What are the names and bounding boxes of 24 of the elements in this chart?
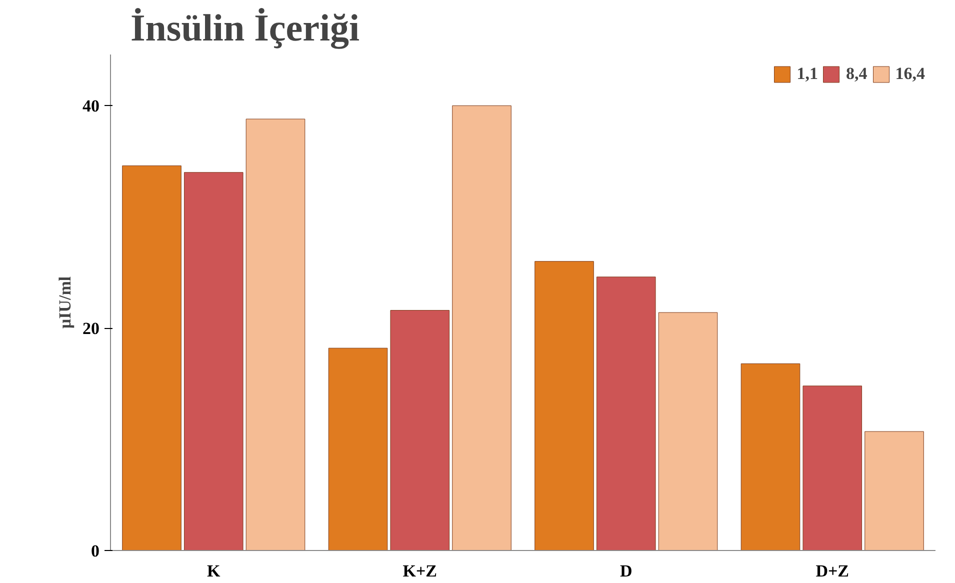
x-tick-label: K — [207, 562, 222, 580]
bar — [596, 276, 656, 550]
bar — [246, 118, 306, 550]
legend-label: 1,1 — [796, 64, 818, 84]
legend-label: 16,4 — [895, 64, 925, 84]
bar — [802, 386, 862, 550]
bar — [740, 363, 800, 550]
y-axis-title: µIU/ml — [56, 276, 74, 329]
bar — [452, 105, 512, 550]
chart-title: İnsülin İçeriği — [130, 8, 360, 50]
bar — [534, 261, 594, 550]
y-tick-label: 40 — [82, 96, 100, 116]
x-tick-label: K+Z — [402, 562, 437, 580]
x-tick-label: D — [620, 562, 632, 580]
bar — [122, 165, 182, 550]
legend-label: 8,4 — [846, 64, 868, 84]
y-tick-label: 0 — [91, 542, 100, 560]
y-tick-label: 20 — [82, 319, 100, 338]
bar — [328, 348, 388, 550]
bar — [864, 431, 924, 550]
bar — [658, 312, 718, 550]
x-tick-label: D+Z — [816, 562, 850, 580]
bar — [390, 310, 450, 550]
bar — [184, 172, 244, 550]
